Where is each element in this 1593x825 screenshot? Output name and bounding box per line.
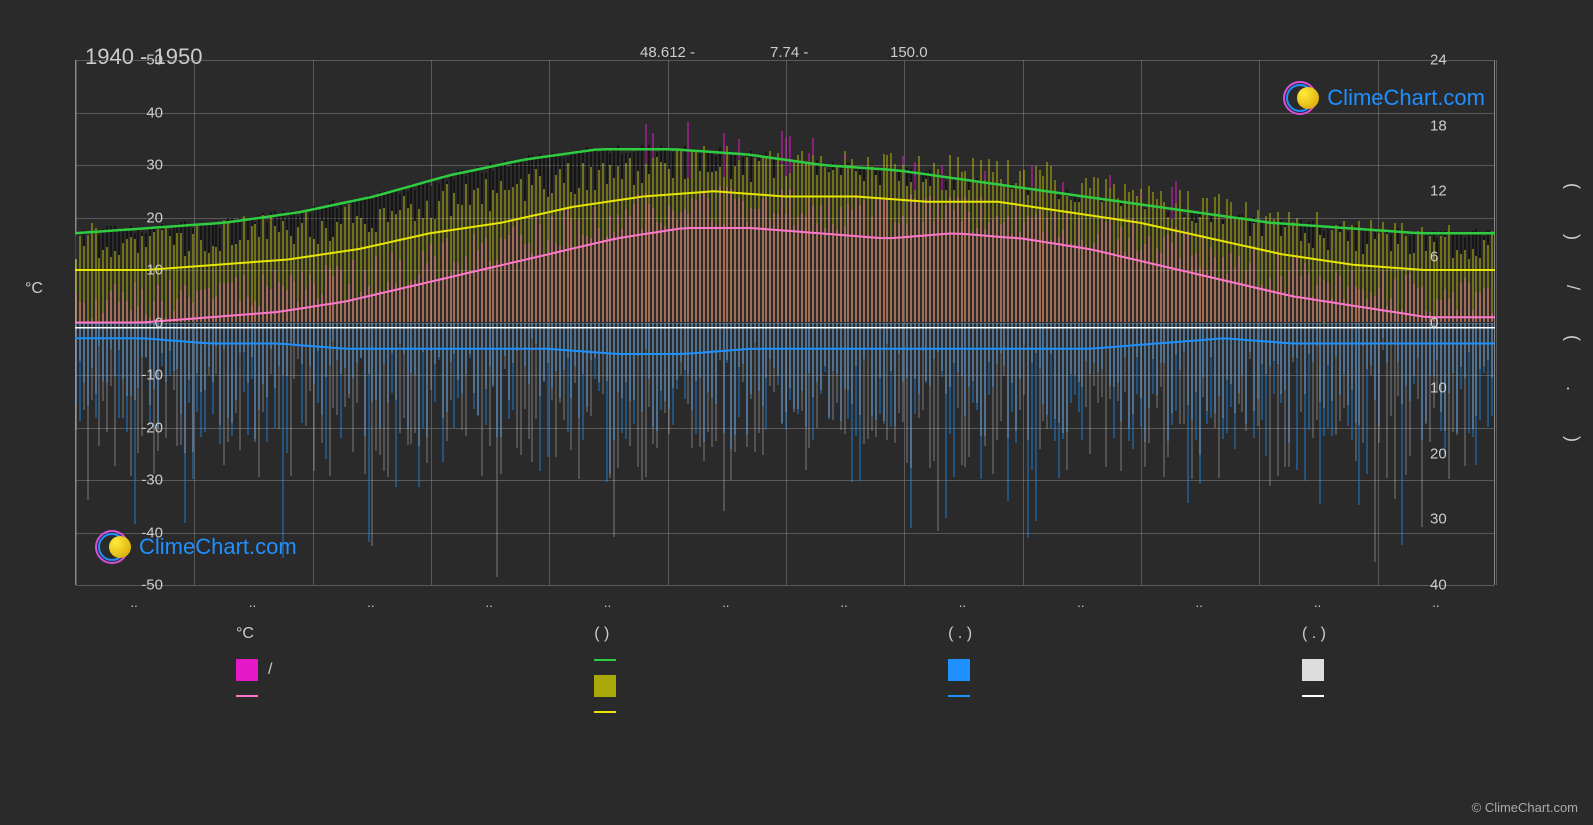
x-tick-month: .. (722, 595, 729, 610)
legend-swatch (236, 659, 258, 681)
legend-swatch (948, 659, 970, 681)
y-tick-left: -50 (123, 577, 163, 594)
y-tick-right: 10 (1430, 380, 1447, 397)
x-tick-month: .. (959, 595, 966, 610)
y-tick-left: 20 (123, 209, 163, 226)
legend-item (594, 659, 626, 661)
legend-item (1302, 695, 1334, 697)
y-tick-left: 0 (123, 314, 163, 331)
legend: °C / ( ) ( . ) ( . ) (75, 625, 1495, 713)
y-tick-right: 24 (1430, 52, 1447, 69)
x-tick-month: .. (841, 595, 848, 610)
x-tick-month: .. (1196, 595, 1203, 610)
y-tick-right: 30 (1430, 511, 1447, 528)
legend-item (236, 695, 272, 697)
y-tick-right: 6 (1430, 248, 1438, 265)
y-tick-right: 0 (1430, 314, 1438, 331)
header-alt: 150.0 (890, 44, 928, 61)
legend-swatch (1302, 659, 1324, 681)
y-tick-right: 18 (1430, 117, 1447, 134)
legend-label: / (268, 661, 272, 679)
legend-swatch (236, 695, 258, 697)
legend-swatch (1302, 695, 1324, 697)
legend-column: ( ) (594, 625, 626, 713)
y-tick-right: 20 (1430, 445, 1447, 462)
brand-logo-top: ClimeChart.com (1283, 80, 1485, 116)
header-lat: 48.612 - (640, 44, 695, 61)
x-tick-month: .. (131, 595, 138, 610)
legend-item (594, 675, 626, 697)
y-tick-right: 40 (1430, 577, 1447, 594)
y-tick-left: 30 (123, 157, 163, 174)
brand-text-top: ClimeChart.com (1327, 85, 1485, 111)
y-tick-right: 12 (1430, 183, 1447, 200)
legend-header: °C (236, 625, 272, 645)
climechart-icon (1283, 80, 1319, 116)
y-tick-left: 10 (123, 262, 163, 279)
legend-swatch (594, 711, 616, 713)
y-axis-right-symbols: ( ) / ( . ) (1562, 60, 1583, 585)
legend-item (948, 695, 980, 697)
x-tick-month: .. (486, 595, 493, 610)
y-tick-left: 50 (123, 52, 163, 69)
y-tick-left: -30 (123, 472, 163, 489)
y-tick-left: -40 (123, 524, 163, 541)
legend-item (1302, 659, 1334, 681)
copyright: © ClimeChart.com (1472, 800, 1578, 815)
legend-header: ( . ) (948, 625, 980, 645)
legend-swatch (594, 659, 616, 661)
legend-item (948, 659, 980, 681)
legend-header: ( . ) (1302, 625, 1334, 645)
legend-swatch (948, 695, 970, 697)
legend-item: / (236, 659, 272, 681)
y-tick-left: 40 (123, 104, 163, 121)
y-axis-left-title: °C (25, 280, 43, 298)
x-tick-month: .. (1314, 595, 1321, 610)
x-tick-month: .. (249, 595, 256, 610)
y-tick-left: -10 (123, 367, 163, 384)
x-tick-month: .. (367, 595, 374, 610)
chart-plot-area: ClimeChart.com ClimeChart.com (75, 60, 1495, 585)
y-tick-left: -20 (123, 419, 163, 436)
legend-header: ( ) (594, 625, 626, 645)
x-tick-month: .. (1077, 595, 1084, 610)
x-tick-month: .. (604, 595, 611, 610)
legend-column: ( . ) (948, 625, 980, 713)
legend-swatch (594, 675, 616, 697)
header-lon: 7.74 - (770, 44, 808, 61)
legend-column: °C / (236, 625, 272, 713)
x-tick-month: .. (1432, 595, 1439, 610)
legend-item (594, 711, 626, 713)
legend-column: ( . ) (1302, 625, 1334, 713)
